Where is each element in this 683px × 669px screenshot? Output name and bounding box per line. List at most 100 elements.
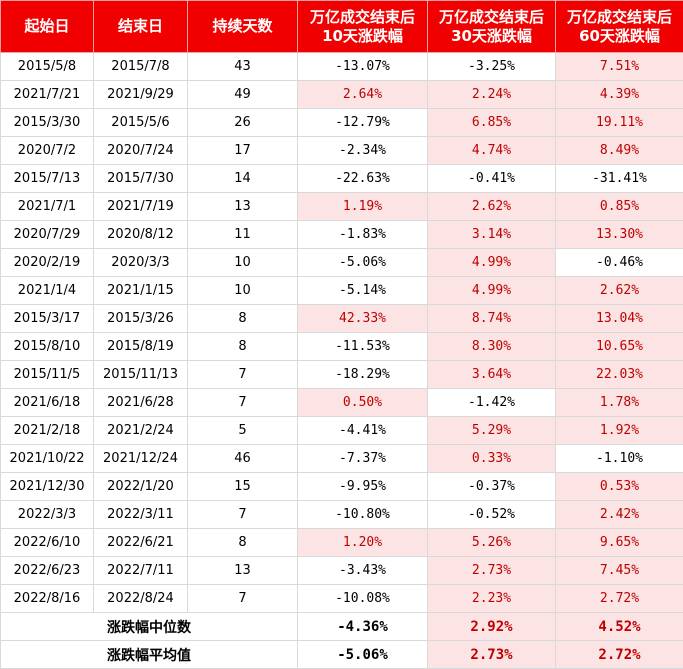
table-cell: 2.23% [428,585,556,613]
table-cell: 4.99% [428,277,556,305]
table-cell: 6.85% [428,109,556,137]
header-line: 起始日 [1,17,93,36]
table-cell: 10 [188,277,298,305]
table-cell: -10.08% [298,585,428,613]
table-cell: 2015/11/13 [94,361,188,389]
table-cell: 26 [188,109,298,137]
table-cell: 4.99% [428,249,556,277]
table-cell: -10.80% [298,501,428,529]
table-cell: 1.92% [556,417,683,445]
table-cell: -5.14% [298,277,428,305]
table-cell: 2020/2/19 [1,249,94,277]
table-cell: 42.33% [298,305,428,333]
table-cell: -1.83% [298,221,428,249]
table-cell: 1.78% [556,389,683,417]
table-cell: 2015/7/8 [94,53,188,81]
table-cell: 19.11% [556,109,683,137]
table-cell: 9.65% [556,529,683,557]
header-cell: 结束日 [94,1,188,53]
table-cell: -5.06% [298,249,428,277]
table-cell: -31.41% [556,165,683,193]
table-cell: 2.42% [556,501,683,529]
table-cell: 2022/7/11 [94,557,188,585]
table-cell: 2015/5/6 [94,109,188,137]
table-cell: 2021/6/28 [94,389,188,417]
table-cell: 2021/2/24 [94,417,188,445]
table-cell: 22.03% [556,361,683,389]
table-cell: -0.41% [428,165,556,193]
table-cell: 0.53% [556,473,683,501]
header-line: 结束日 [94,17,187,36]
table-cell: 2015/7/30 [94,165,188,193]
table-cell: 8 [188,333,298,361]
table-cell: 2015/8/19 [94,333,188,361]
table-cell: 2020/7/2 [1,137,94,165]
table-cell: 8.74% [428,305,556,333]
table-cell: 7.45% [556,557,683,585]
table-cell: -12.79% [298,109,428,137]
table-cell: 8.30% [428,333,556,361]
table-cell: 0.50% [298,389,428,417]
table-cell: -3.43% [298,557,428,585]
summary-value: 2.72% [556,641,683,669]
table-cell: 10 [188,249,298,277]
summary-row: 涨跌幅平均值-5.06%2.73%2.72% [1,641,683,669]
table-cell: 2021/12/24 [94,445,188,473]
header-line: 万亿成交结束后 [298,8,427,27]
table-cell: 13 [188,557,298,585]
table-cell: 2.62% [556,277,683,305]
table-cell: -0.46% [556,249,683,277]
header-cell: 起始日 [1,1,94,53]
header-line: 10天涨跌幅 [298,27,427,46]
table-cell: 7 [188,585,298,613]
table-cell: 2022/6/21 [94,529,188,557]
table-cell: 2021/7/19 [94,193,188,221]
header-line: 持续天数 [188,17,297,36]
table-cell: 7.51% [556,53,683,81]
table-cell: 2021/9/29 [94,81,188,109]
table-cell: -7.37% [298,445,428,473]
table-cell: 1.20% [298,529,428,557]
table-cell: 2015/3/17 [1,305,94,333]
header-line: 万亿成交结束后 [556,8,683,27]
table-cell: 2020/7/24 [94,137,188,165]
table-cell: 49 [188,81,298,109]
summary-label: 涨跌幅中位数 [1,613,298,641]
table-cell: -1.42% [428,389,556,417]
table-cell: 2021/2/18 [1,417,94,445]
table-cell: 2022/8/24 [94,585,188,613]
table-cell: 3.14% [428,221,556,249]
table-cell: 17 [188,137,298,165]
summary-value: -5.06% [298,641,428,669]
table-cell: 2021/1/4 [1,277,94,305]
table-cell: 10.65% [556,333,683,361]
table-cell: 2021/10/22 [1,445,94,473]
table-cell: 2022/1/20 [94,473,188,501]
table-cell: 2.73% [428,557,556,585]
table-cell: 7 [188,389,298,417]
table-cell: 4.39% [556,81,683,109]
table-cell: -11.53% [298,333,428,361]
table-cell: 2021/7/1 [1,193,94,221]
table-cell: 2015/8/10 [1,333,94,361]
table-cell: 2020/3/3 [94,249,188,277]
table-cell: -3.25% [428,53,556,81]
table-cell: 2021/6/18 [1,389,94,417]
table-cell: 14 [188,165,298,193]
